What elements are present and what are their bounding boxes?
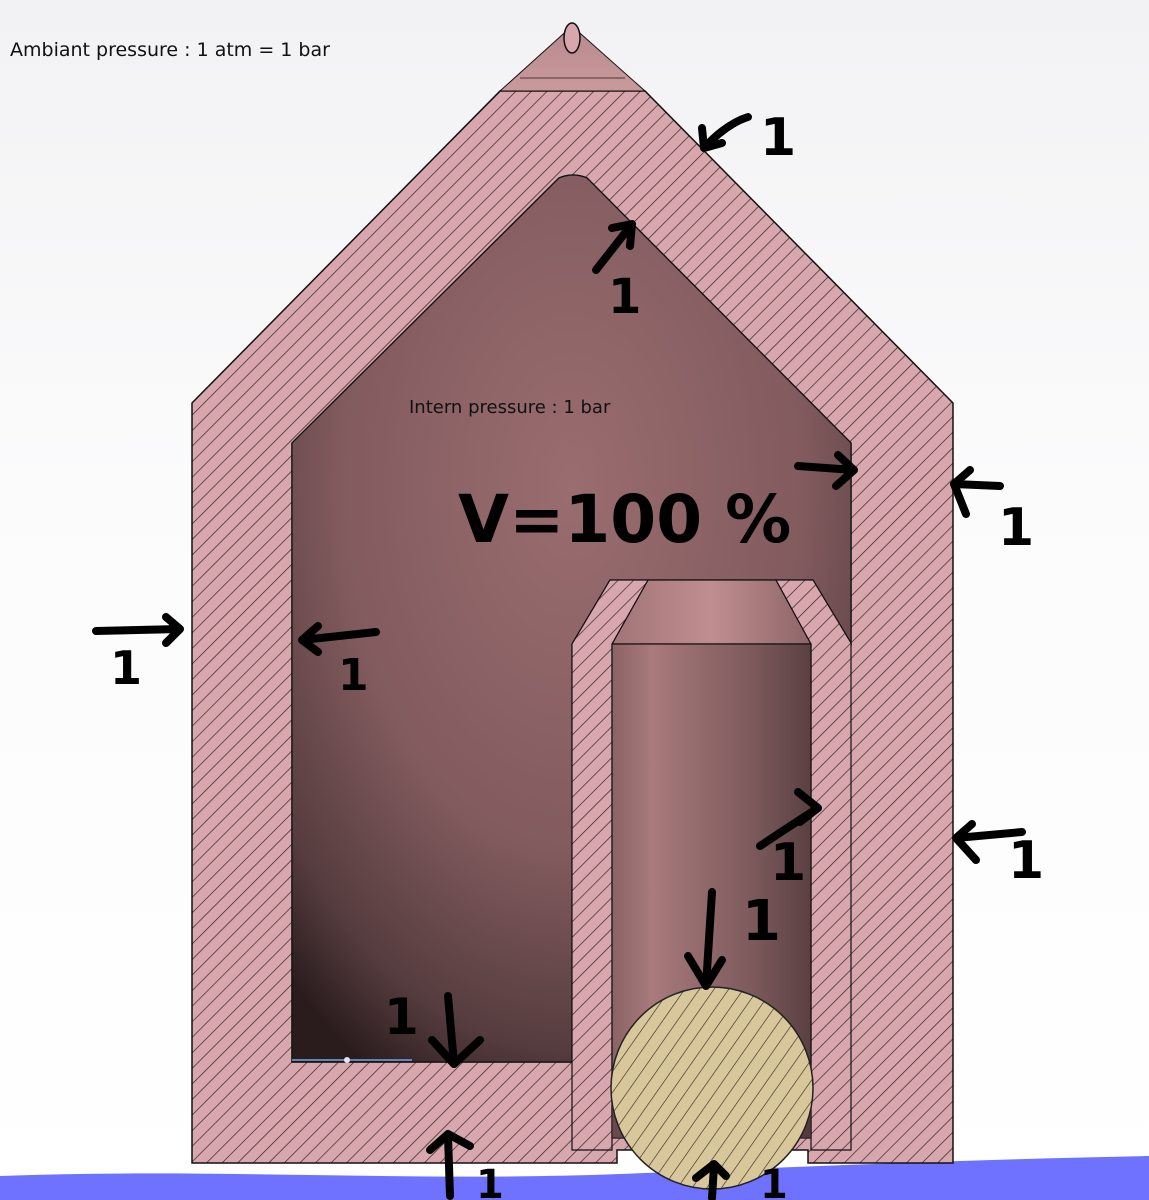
intern-pressure-label: Intern pressure : 1 bar [409, 397, 611, 418]
piston-ball [610, 986, 814, 1190]
pressure-arrow-right-upper-outer [950, 466, 1004, 518]
pressure-arrow-left-outer [92, 613, 184, 647]
pressure-value-floor-outer: 1 [476, 1162, 504, 1200]
valve-eyelet [563, 22, 581, 54]
volume-label: V=100 % [458, 481, 791, 558]
pressure-arrow-ball-bottom [692, 1160, 730, 1200]
pressure-value-roof-inner: 1 [608, 269, 641, 325]
pressure-value-on-ball: 1 [742, 889, 781, 954]
pressure-arrow-on-ball [684, 888, 726, 990]
pressure-value-roof-outer: 1 [760, 108, 796, 168]
pressure-value-tube-inner: 1 [770, 833, 806, 893]
pressure-arrow-left-inner [298, 622, 380, 656]
pressure-value-right-upper-outer: 1 [998, 498, 1034, 558]
pressure-arrow-right-lower-outer [952, 820, 1026, 864]
pressure-arrow-floor-inner [428, 992, 484, 1068]
roof-cap [498, 25, 647, 92]
pressure-arrow-tube-inner [756, 788, 822, 850]
pressure-arrow-floor-outer [426, 1130, 474, 1200]
pressure-value-ball-bottom: 1 [760, 1162, 788, 1200]
pressure-value-left-inner: 1 [338, 650, 369, 701]
pressure-value-floor-inner: 1 [384, 988, 419, 1046]
pressure-value-right-lower-outer: 1 [1008, 831, 1044, 891]
pressure-value-left-outer: 1 [110, 641, 142, 695]
ambient-pressure-label: Ambiant pressure : 1 atm = 1 bar [10, 39, 330, 61]
pressure-arrow-roof-inner [592, 220, 636, 274]
pressure-arrow-roof-outer [698, 113, 752, 152]
pressure-arrow-right-upper-inner [794, 451, 858, 490]
water-surface [0, 1156, 1149, 1200]
